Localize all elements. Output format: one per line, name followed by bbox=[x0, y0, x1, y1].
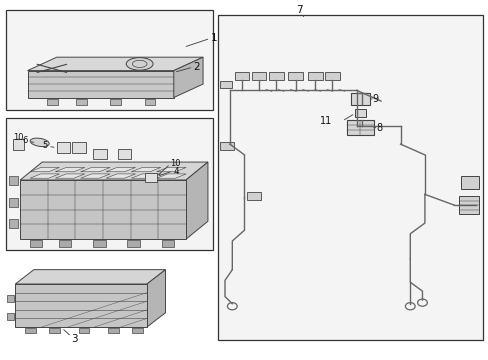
Text: 8: 8 bbox=[375, 123, 382, 132]
FancyBboxPatch shape bbox=[6, 295, 14, 302]
Text: 2: 2 bbox=[193, 62, 200, 72]
FancyBboxPatch shape bbox=[108, 328, 119, 333]
FancyBboxPatch shape bbox=[9, 198, 18, 207]
Polygon shape bbox=[20, 180, 185, 239]
FancyBboxPatch shape bbox=[79, 328, 89, 333]
Polygon shape bbox=[106, 174, 135, 178]
FancyBboxPatch shape bbox=[47, 99, 58, 105]
FancyBboxPatch shape bbox=[251, 72, 266, 80]
Polygon shape bbox=[15, 270, 165, 284]
FancyBboxPatch shape bbox=[144, 173, 157, 182]
Polygon shape bbox=[157, 174, 186, 178]
Polygon shape bbox=[27, 57, 203, 71]
FancyBboxPatch shape bbox=[220, 141, 233, 149]
Polygon shape bbox=[20, 162, 207, 180]
Polygon shape bbox=[30, 174, 60, 178]
FancyBboxPatch shape bbox=[5, 10, 212, 110]
Text: 7: 7 bbox=[295, 5, 302, 15]
FancyBboxPatch shape bbox=[118, 149, 131, 159]
FancyBboxPatch shape bbox=[307, 72, 322, 80]
FancyBboxPatch shape bbox=[132, 328, 143, 333]
FancyBboxPatch shape bbox=[346, 120, 373, 135]
FancyBboxPatch shape bbox=[76, 99, 87, 105]
FancyBboxPatch shape bbox=[217, 15, 483, 339]
FancyBboxPatch shape bbox=[461, 176, 478, 189]
FancyBboxPatch shape bbox=[49, 328, 60, 333]
FancyBboxPatch shape bbox=[110, 99, 121, 105]
Polygon shape bbox=[15, 284, 147, 327]
FancyBboxPatch shape bbox=[161, 240, 173, 247]
FancyBboxPatch shape bbox=[25, 328, 36, 333]
FancyBboxPatch shape bbox=[325, 72, 339, 80]
Ellipse shape bbox=[30, 138, 49, 147]
FancyBboxPatch shape bbox=[6, 313, 14, 320]
Text: 10: 10 bbox=[170, 159, 181, 168]
FancyBboxPatch shape bbox=[93, 149, 107, 159]
Polygon shape bbox=[131, 167, 161, 172]
FancyBboxPatch shape bbox=[458, 196, 478, 214]
FancyBboxPatch shape bbox=[350, 93, 369, 105]
Polygon shape bbox=[131, 174, 161, 178]
Text: 6: 6 bbox=[22, 136, 27, 145]
Polygon shape bbox=[81, 167, 110, 172]
Text: 9: 9 bbox=[372, 94, 378, 104]
Text: 11: 11 bbox=[320, 116, 332, 126]
FancyBboxPatch shape bbox=[220, 81, 232, 88]
Text: 4: 4 bbox=[173, 167, 179, 176]
FancyBboxPatch shape bbox=[234, 72, 249, 80]
FancyBboxPatch shape bbox=[127, 240, 140, 247]
Polygon shape bbox=[81, 174, 110, 178]
FancyBboxPatch shape bbox=[9, 220, 18, 228]
FancyBboxPatch shape bbox=[72, 142, 85, 153]
Polygon shape bbox=[27, 71, 173, 98]
FancyBboxPatch shape bbox=[268, 72, 283, 80]
FancyBboxPatch shape bbox=[13, 139, 23, 149]
Polygon shape bbox=[185, 162, 207, 239]
Text: 10: 10 bbox=[13, 133, 23, 142]
Text: 5: 5 bbox=[42, 141, 47, 150]
FancyBboxPatch shape bbox=[57, 142, 70, 153]
FancyBboxPatch shape bbox=[144, 99, 155, 105]
Polygon shape bbox=[157, 167, 186, 172]
FancyBboxPatch shape bbox=[9, 176, 18, 185]
Text: 1: 1 bbox=[210, 33, 217, 43]
FancyBboxPatch shape bbox=[246, 192, 260, 200]
Polygon shape bbox=[173, 57, 203, 98]
Polygon shape bbox=[55, 167, 84, 172]
Polygon shape bbox=[106, 167, 135, 172]
FancyBboxPatch shape bbox=[288, 72, 303, 80]
FancyBboxPatch shape bbox=[5, 118, 212, 250]
FancyBboxPatch shape bbox=[93, 240, 105, 247]
Polygon shape bbox=[55, 174, 84, 178]
FancyBboxPatch shape bbox=[30, 240, 42, 247]
FancyBboxPatch shape bbox=[59, 240, 71, 247]
Text: 3: 3 bbox=[71, 333, 78, 343]
Polygon shape bbox=[147, 270, 165, 327]
Polygon shape bbox=[30, 167, 60, 172]
FancyBboxPatch shape bbox=[354, 109, 365, 117]
Ellipse shape bbox=[126, 58, 153, 70]
